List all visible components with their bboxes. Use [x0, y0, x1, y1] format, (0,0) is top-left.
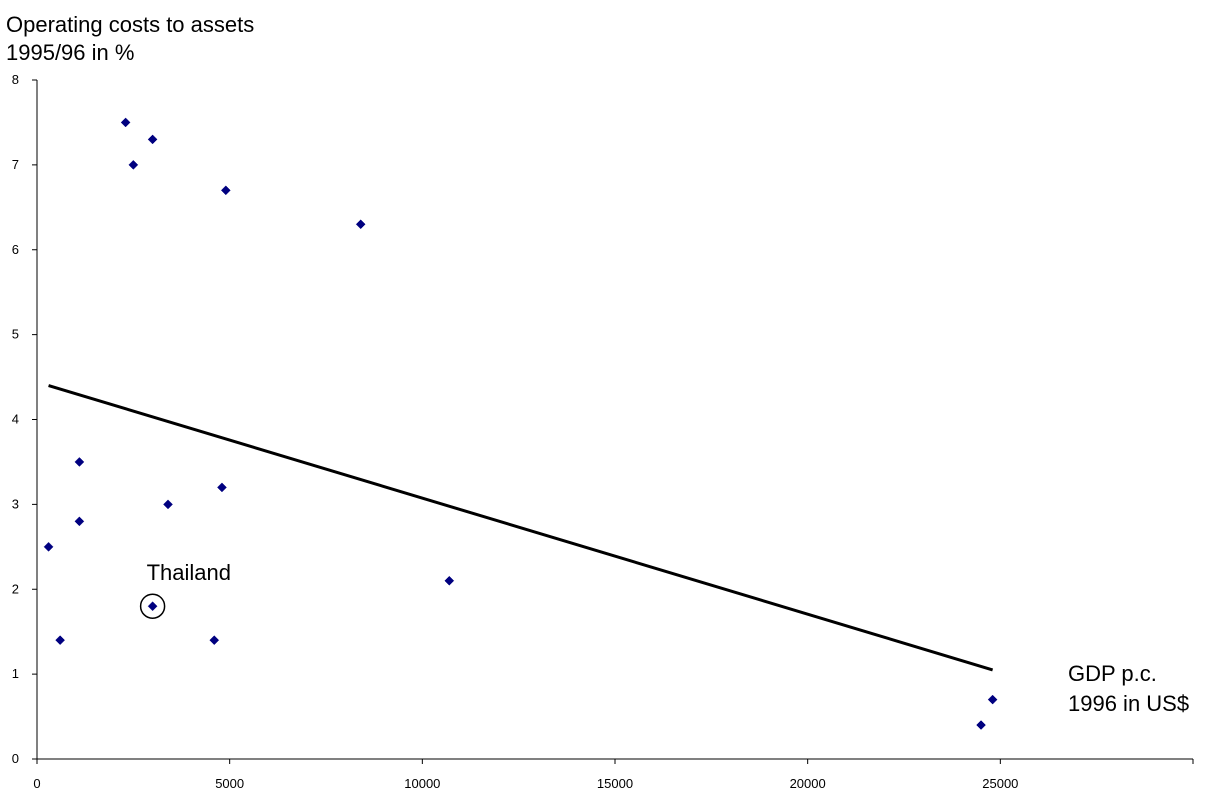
- y-tick-label: 4: [12, 412, 19, 427]
- x-tick-label: 25000: [982, 776, 1018, 791]
- y-tick-label: 8: [12, 72, 19, 87]
- data-point: [444, 575, 455, 586]
- y-tick-label: 7: [12, 157, 19, 172]
- data-point: [74, 457, 85, 467]
- x-tick-label: 0: [33, 776, 40, 791]
- x-axis-title-line-1: GDP p.c.: [1068, 661, 1157, 686]
- x-tick-label: 10000: [404, 776, 440, 791]
- x-tick-label: 20000: [790, 776, 826, 791]
- y-tick-label: 2: [12, 581, 19, 596]
- data-point: [147, 134, 158, 145]
- y-tick-label: 3: [12, 496, 19, 511]
- data-point: [209, 635, 220, 646]
- data-point: [43, 541, 54, 552]
- data-point: [220, 185, 231, 196]
- y-tick-label: 5: [12, 327, 19, 342]
- data-point: [74, 516, 85, 527]
- x-axis-title-line-2: 1996 in US$: [1068, 691, 1190, 716]
- data-point: [120, 117, 131, 128]
- data-point: [217, 482, 227, 493]
- data-point: [355, 219, 366, 230]
- trend-line: [48, 384, 994, 672]
- y-axis-title-line-1: Operating costs to assets: [6, 12, 255, 37]
- data-point: [128, 160, 139, 170]
- x-tick-label: 15000: [597, 776, 633, 791]
- annotation-label: Thailand: [147, 560, 231, 585]
- data-point: [976, 720, 986, 730]
- y-tick-label: 1: [12, 666, 19, 681]
- x-tick-label: 5000: [215, 776, 244, 791]
- y-tick-label: 6: [12, 242, 19, 257]
- data-point: [147, 601, 158, 612]
- data-point: [987, 694, 998, 705]
- annotation-circle: [139, 593, 166, 619]
- data-point: [163, 499, 173, 510]
- y-tick-label: 0: [12, 751, 19, 766]
- y-axis-title-line-2: 1995/96 in %: [6, 40, 135, 65]
- data-point: [55, 635, 65, 646]
